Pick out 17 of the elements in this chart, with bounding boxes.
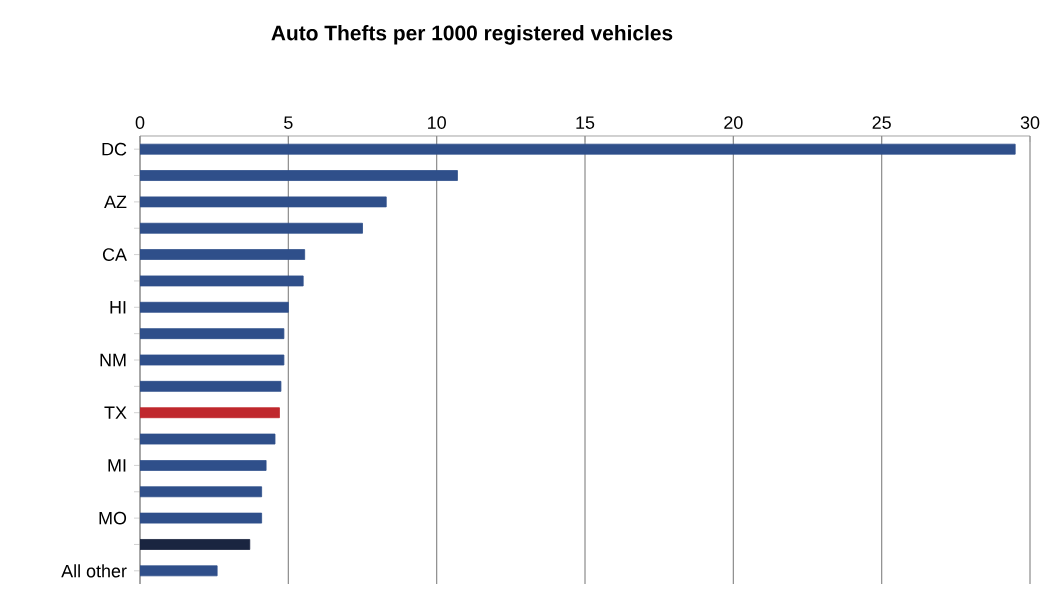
x-tick-label: 15: [576, 116, 595, 129]
x-tick-label: 30: [1020, 116, 1040, 129]
x-tick-label: 25: [872, 116, 891, 129]
chart-title: Auto Thefts per 1000 registered vehicles: [271, 25, 673, 45]
y-tick-label: MO: [99, 511, 127, 525]
y-tick-label: TX: [104, 406, 127, 419]
y-tick-label: MI: [108, 459, 126, 472]
y-tick-label: NM: [100, 353, 126, 367]
x-tick-label: 10: [428, 116, 446, 129]
x-tick-label: 0: [135, 116, 145, 129]
x-tick-label: 5: [284, 116, 293, 129]
y-tick-label: AZ: [104, 195, 127, 209]
y-tick-label: HI: [110, 301, 126, 314]
y-tick-label: CA: [102, 248, 127, 261]
x-tick-label: 20: [724, 116, 743, 129]
y-tick-label: All other: [61, 564, 127, 578]
y-tick-label: DC: [102, 142, 127, 156]
